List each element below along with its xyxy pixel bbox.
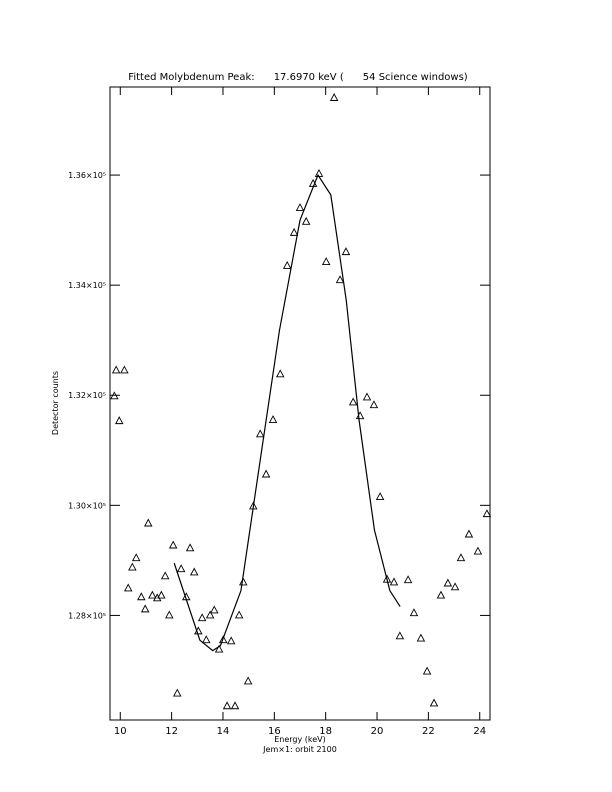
data-point — [335, 275, 345, 284]
data-point — [321, 257, 331, 265]
data-point — [369, 400, 379, 409]
x-axis-label: Energy (keV) — [274, 735, 326, 744]
data-point — [239, 577, 248, 586]
data-point — [120, 365, 129, 374]
data-point — [436, 590, 446, 599]
data-point — [230, 701, 240, 710]
data-point — [131, 553, 141, 562]
data-point — [275, 369, 285, 378]
data-point — [301, 216, 311, 225]
data-point — [222, 701, 232, 710]
data-point — [140, 604, 150, 613]
data-point — [197, 613, 207, 622]
x-tick-label: 24 — [473, 726, 486, 737]
data-point — [362, 392, 372, 401]
data-point — [128, 562, 137, 571]
x-tick-label: 10 — [114, 726, 127, 737]
data-point — [416, 633, 426, 642]
data-point — [205, 610, 215, 619]
x-tick-label: 22 — [422, 726, 435, 737]
data-point — [409, 608, 419, 617]
y-tick-label: 1.30×10⁵ — [68, 501, 106, 510]
y-tick-label: 1.32×10⁵ — [68, 391, 106, 400]
data-point — [111, 365, 121, 374]
data-point — [176, 564, 186, 573]
x-tick-label: 16 — [268, 726, 281, 737]
data-point — [382, 574, 392, 583]
data-point — [110, 391, 119, 400]
data-point — [456, 553, 466, 562]
data-point — [348, 397, 358, 406]
data-point — [214, 644, 224, 653]
data-point — [114, 416, 124, 425]
data-point — [189, 567, 199, 576]
data-point — [243, 676, 253, 685]
y-axis-label: Detector counts — [51, 371, 60, 435]
data-point — [202, 635, 211, 644]
x-tick-label: 14 — [217, 726, 230, 737]
x-tick-label: 20 — [371, 726, 384, 737]
y-tick-label: 1.34×10⁵ — [68, 281, 106, 290]
chart-title: Fitted Molybdenum Peak: 17.6970 keV ( 54… — [128, 72, 468, 83]
fit-line — [173, 173, 401, 652]
data-point — [422, 666, 432, 675]
data-point — [289, 227, 299, 236]
data-point — [268, 415, 278, 423]
data-point — [185, 543, 195, 552]
data-point — [389, 577, 399, 586]
x-tick-label: 12 — [165, 726, 178, 737]
data-point — [234, 610, 244, 619]
y-tick-label: 1.28×10⁵ — [68, 611, 106, 620]
data-point — [295, 203, 305, 212]
data-point — [341, 247, 351, 256]
data-point — [173, 688, 182, 697]
x-tick-label: 18 — [319, 726, 332, 737]
data-point — [473, 546, 483, 555]
data-point — [443, 578, 453, 587]
data-point — [329, 93, 339, 101]
data-point — [160, 571, 170, 580]
data-point — [261, 469, 271, 478]
plot-frame — [109, 86, 491, 721]
data-point — [482, 509, 492, 518]
y-tick-label: 1.36×10⁵ — [68, 171, 106, 180]
data-point — [165, 610, 174, 619]
data-point — [123, 583, 133, 592]
data-point — [168, 540, 178, 549]
data-point — [209, 605, 219, 614]
data-point — [255, 429, 265, 438]
data-point — [218, 635, 228, 644]
data-point — [157, 590, 166, 599]
data-point — [282, 260, 292, 269]
data-point — [137, 592, 146, 601]
data-point — [395, 631, 405, 640]
data-point — [375, 492, 385, 501]
data-point — [464, 529, 474, 538]
data-point — [450, 582, 460, 591]
subtitle: Jem×1: orbit 2100 — [262, 745, 337, 754]
data-point — [144, 518, 153, 527]
data-point — [429, 698, 439, 707]
data-point — [226, 636, 236, 645]
data-point — [148, 590, 157, 599]
data-point — [403, 575, 413, 584]
data-point — [152, 593, 162, 602]
